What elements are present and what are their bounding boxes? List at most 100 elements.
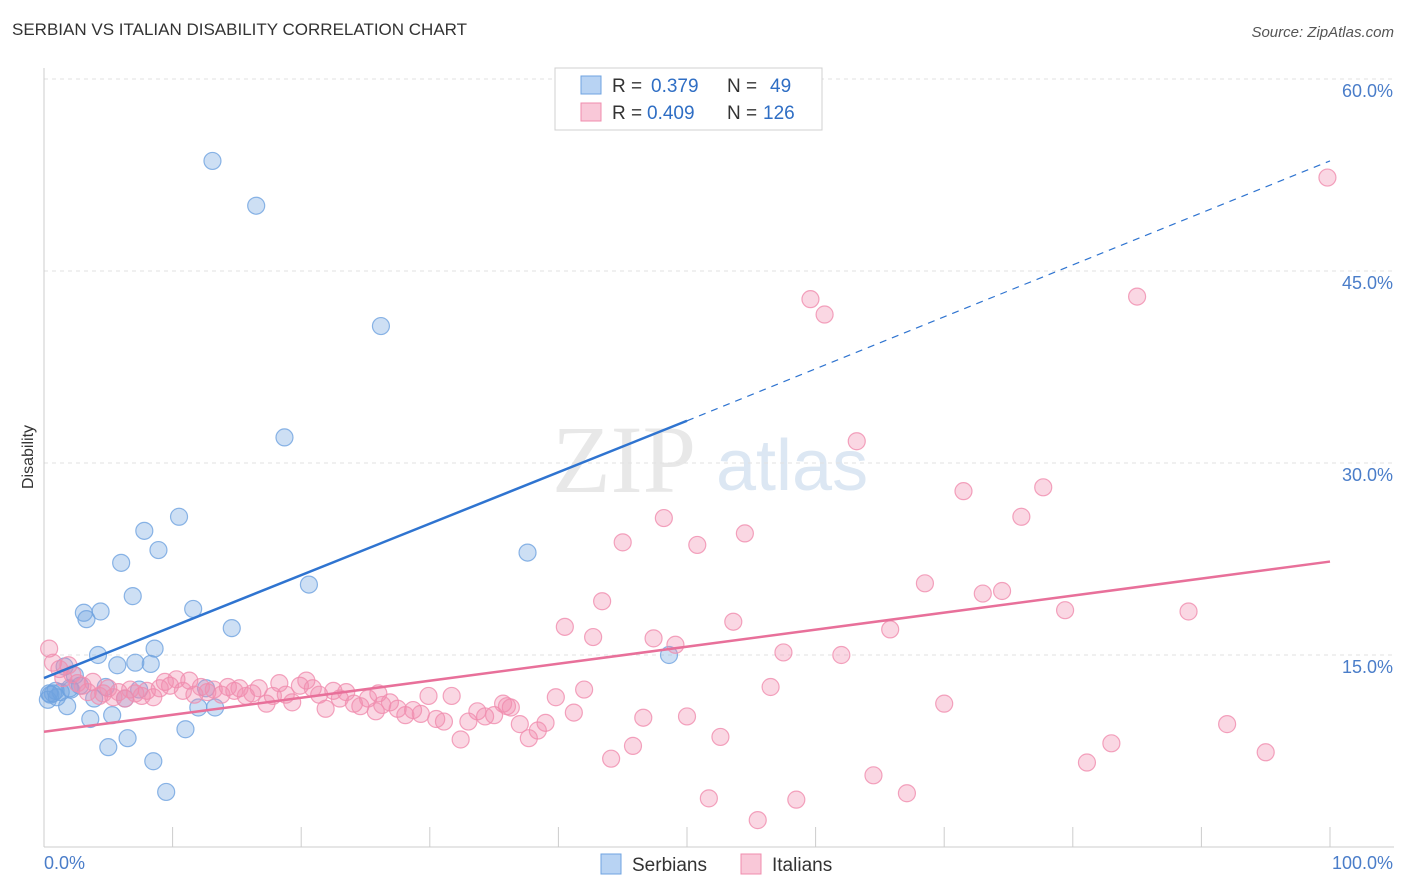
italians-n-label: N = [727,103,757,124]
serbians-point [247,196,266,215]
italians-point [1077,753,1097,772]
serbians-point [275,428,294,447]
italians-n-value: 126 [763,103,795,124]
italians-point [68,674,87,693]
italians-point [973,584,992,603]
gridlines [44,78,1394,656]
italians-point [78,683,97,702]
chart-title: SERBIAN VS ITALIAN DISABILITY CORRELATIO… [12,20,468,39]
italians-point [497,697,517,716]
serbians-point [299,575,319,594]
serbians-point [222,619,241,638]
italians-point [666,635,685,654]
y-tick-label: 45.0% [1342,273,1393,293]
italians-point [316,699,335,718]
serbians-point [126,653,145,672]
serbians-point [169,507,189,526]
italians-point [546,688,565,707]
italians-point [593,592,612,611]
italians-trend-line [43,560,1331,734]
italians-point [132,686,151,706]
italians-series-label: Italians [772,855,832,876]
italians-point [735,524,754,543]
serbians-point [99,738,118,757]
italians-point [173,681,192,700]
serbians-n-label: N = [727,76,757,97]
x-axis-ticks [172,827,1331,847]
italians-point [510,715,529,734]
italians-point [864,766,883,785]
serbians-point [176,720,195,739]
italians-point [1127,287,1147,306]
italians-point [536,713,555,732]
y-axis-label: Disability [20,425,37,489]
italians-points [40,168,1337,830]
serbians-point [135,521,154,540]
italians-point [442,686,461,706]
italians-point [699,789,718,808]
italians-point [634,708,653,727]
italians-point [935,694,954,713]
italians-point [815,305,834,324]
italians-point [434,712,454,731]
italians-point [801,290,820,309]
watermark-zip: ZIP [552,406,696,513]
italians-r-label: R = [612,103,642,124]
italians-point [584,627,603,647]
italians-point [847,432,866,451]
italians-point [94,684,113,703]
italians-point [564,703,583,722]
italians-point [992,581,1012,601]
serbians-point [123,587,142,606]
italians-r-value: 0.409 [647,103,695,124]
serbians-r-value: 0.379 [651,76,699,97]
serbians-point [91,602,110,621]
serbians-point [149,540,168,560]
italians-point [787,790,806,809]
y-tick-label: 60.0% [1342,81,1393,101]
italians-point [1318,168,1337,187]
italians-point [1179,602,1198,621]
watermark-atlas: atlas [716,426,868,506]
italians-point [144,688,163,707]
italians-series-swatch [740,853,762,875]
serbians-point [141,654,160,674]
serbians-n-value: 49 [770,76,791,97]
serbians-r-label: R = [612,76,642,97]
y-tick-labels: 15.0% 30.0% 45.0% 60.0% [1342,81,1393,677]
italians-point [575,680,594,699]
italians-point [915,574,935,593]
italians-point [724,612,743,631]
italians-point [249,679,268,698]
italians-point [270,674,289,693]
italians-point [283,693,302,712]
italians-point [40,639,59,658]
italians-point [774,643,793,662]
italians-point [711,727,730,747]
watermark: ZIP atlas [552,406,868,513]
trend-lines [43,160,1331,734]
italians-point [623,736,643,755]
italians-point [602,749,621,768]
serbians-point [77,610,96,629]
italians-point [225,681,244,700]
italians-point [1256,743,1275,762]
italians-point [897,784,917,803]
serbians-point [58,697,77,716]
x-tick-label-start: 0.0% [44,853,85,873]
serbians-point [518,543,537,562]
stats-legend: R = 0.379 N = 49 R = 0.409 N = 126 [554,67,823,131]
italians-point [180,671,199,690]
italians-point [104,688,123,707]
serbians-point [40,684,59,703]
italians-point [954,482,973,501]
italians-point [167,670,186,689]
italians-point [1055,601,1075,620]
y-tick-label: 15.0% [1342,657,1393,677]
italians-point [881,620,900,639]
serbians-point [144,752,163,771]
serbians-point [203,151,222,171]
italians-point [451,730,470,749]
serbians-series-label: Serbians [632,855,707,876]
